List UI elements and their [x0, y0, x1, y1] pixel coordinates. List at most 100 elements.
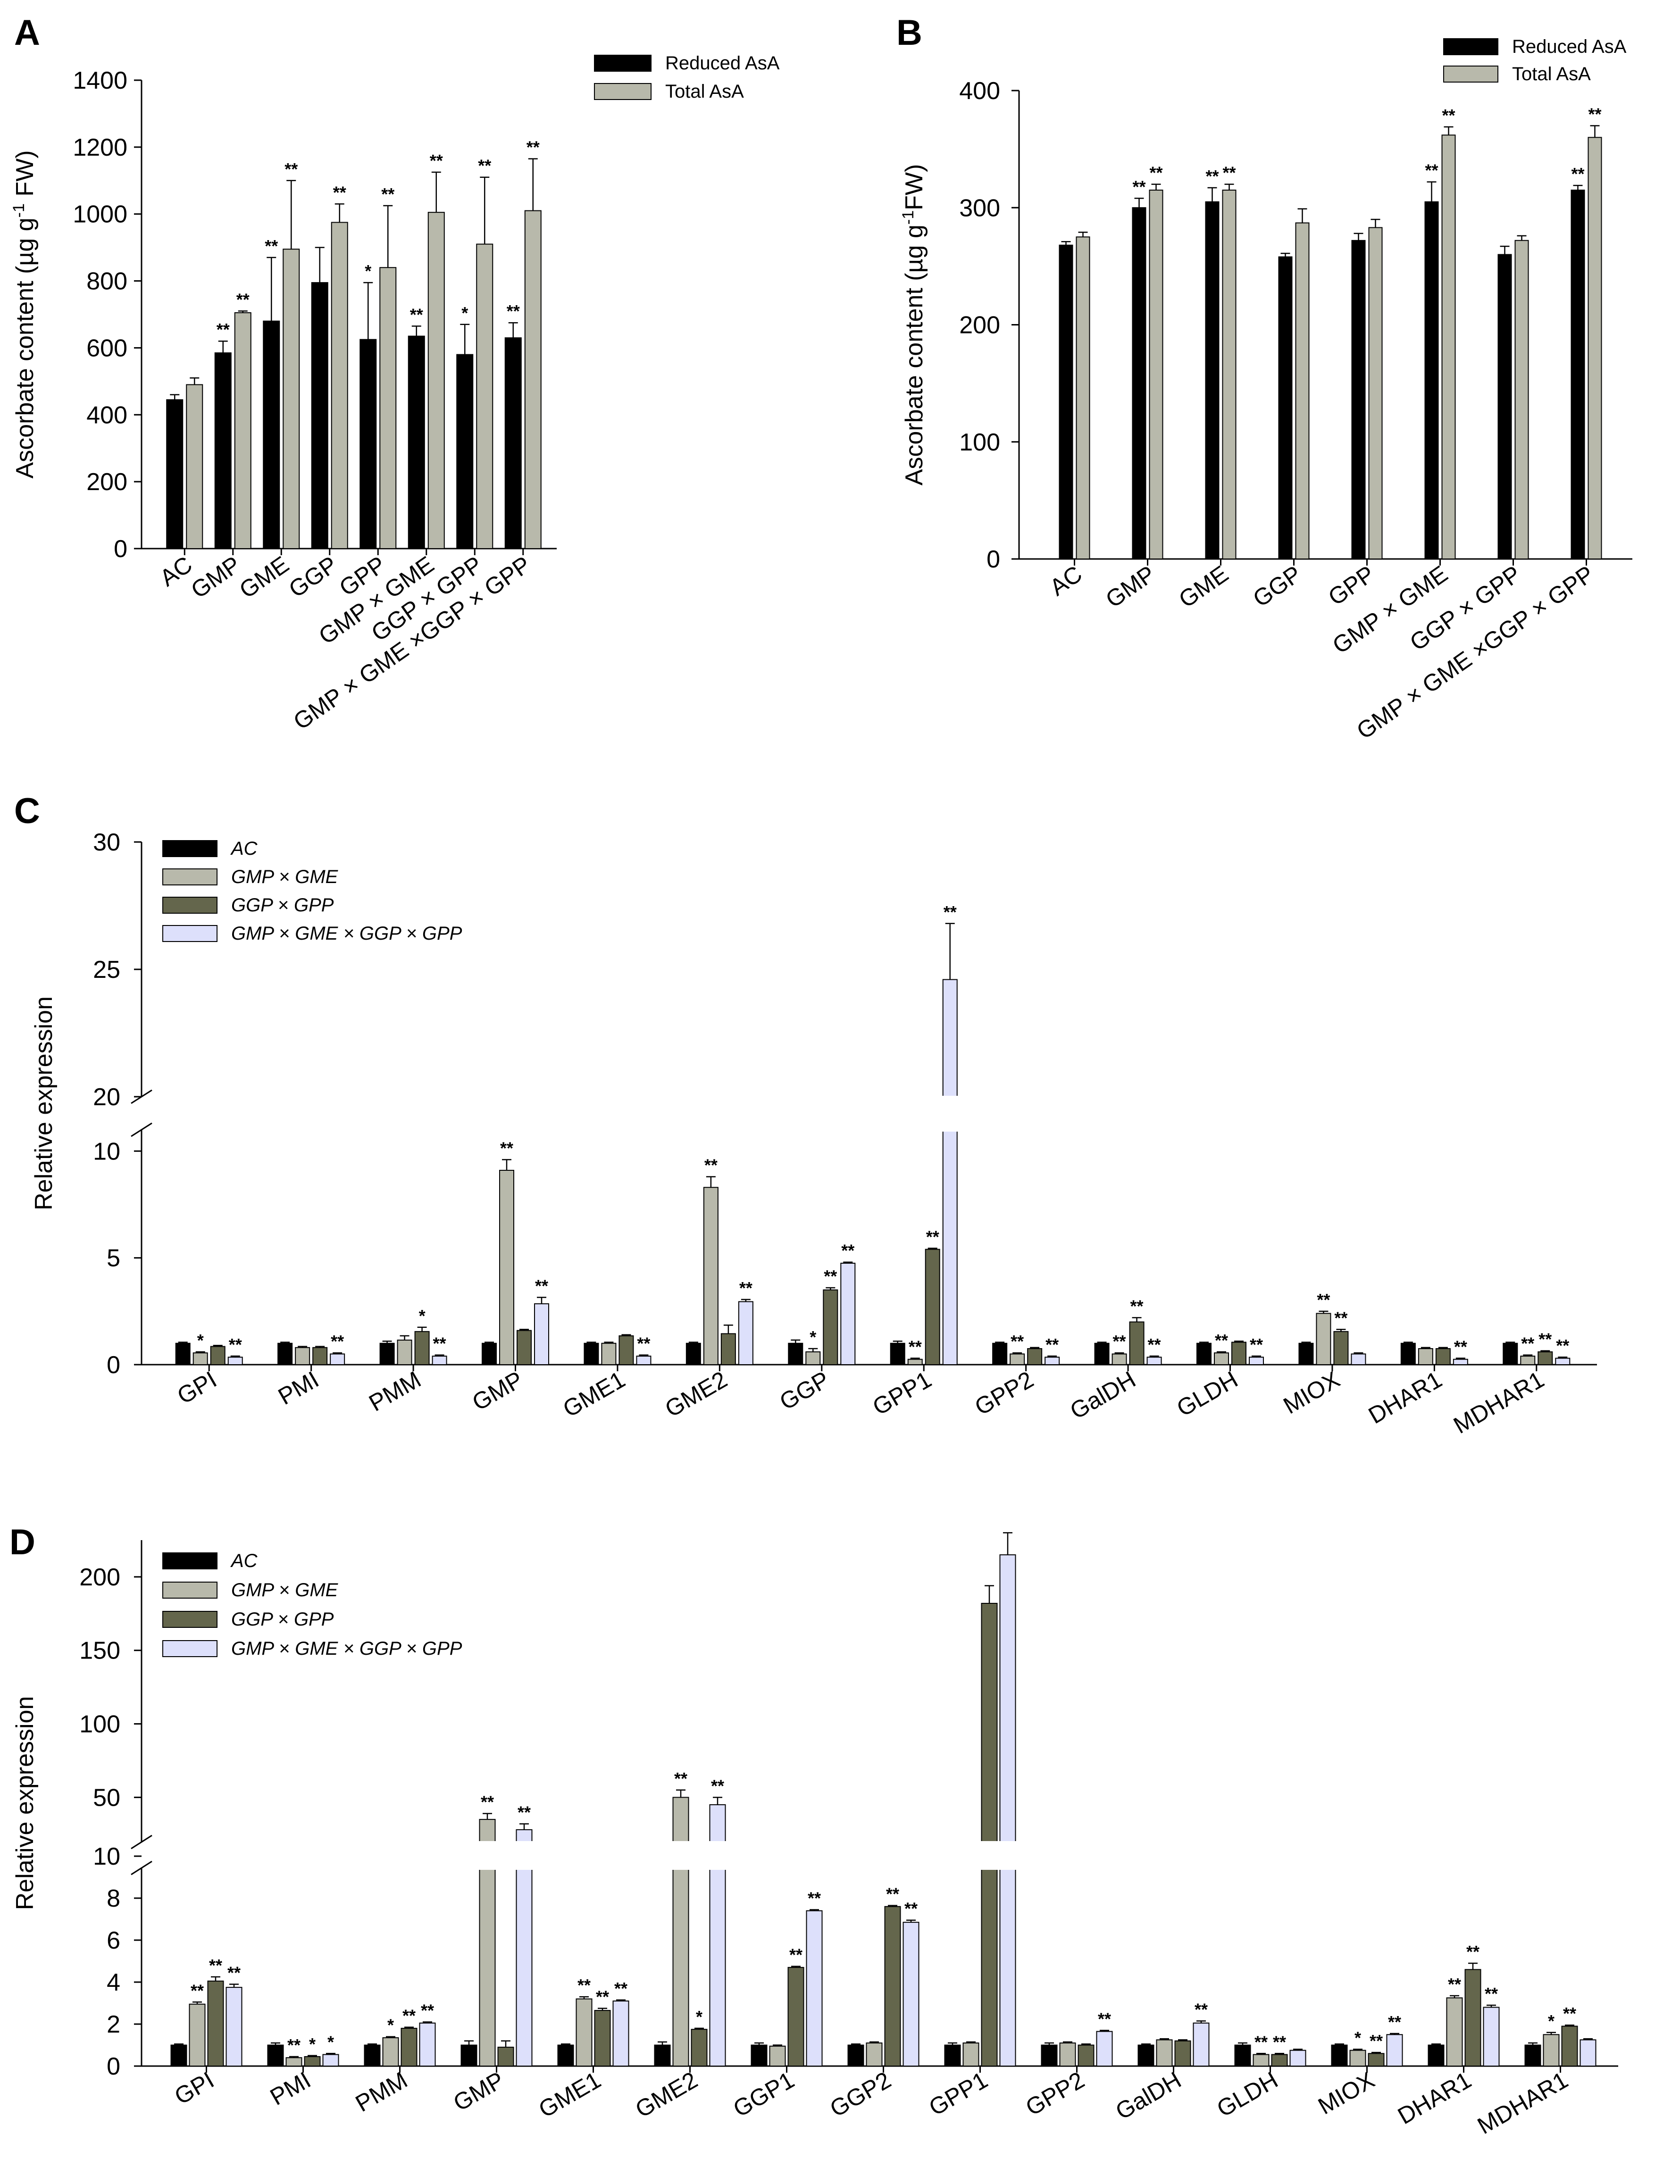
bar	[751, 2044, 768, 2067]
bar	[1196, 1342, 1212, 1366]
bar	[1059, 244, 1073, 559]
significance-mark: **	[926, 1227, 939, 1246]
bar	[1349, 2050, 1366, 2067]
x-category-label: MIOX	[1279, 1366, 1345, 1419]
x-category-label: GME1	[559, 1366, 630, 1422]
bar	[925, 1249, 940, 1366]
x-category-label: DHAR1	[1364, 1366, 1446, 1429]
y-tick-label: 300	[959, 194, 1000, 222]
y-tick-label: 50	[93, 1784, 120, 1811]
bar	[1368, 227, 1383, 559]
significance-mark: **	[421, 2001, 434, 2020]
significance-mark: **	[535, 1276, 548, 1295]
bar	[267, 2044, 284, 2067]
significance-mark: **	[507, 301, 520, 321]
significance-mark: **	[381, 184, 394, 204]
significance-mark: **	[841, 1241, 854, 1260]
legend-label: GMP × GME	[231, 1580, 339, 1600]
y-tick-label: 200	[86, 468, 127, 496]
bar	[884, 1906, 901, 2067]
bar	[703, 1187, 719, 1365]
bar	[1205, 201, 1220, 559]
significance-mark: **	[331, 1332, 344, 1351]
significance-mark: **	[596, 1987, 609, 2007]
bar	[981, 1856, 998, 2067]
bar	[295, 1347, 310, 1365]
bar-break-gap	[671, 1841, 691, 1870]
bar-break-gap	[941, 1096, 959, 1132]
bar	[1428, 2044, 1445, 2067]
significance-mark: **	[1317, 1290, 1330, 1309]
bar	[1538, 1351, 1553, 1366]
bar	[504, 337, 522, 550]
significance-mark: *	[309, 2034, 316, 2054]
bar	[1129, 1321, 1145, 1366]
bar	[210, 1346, 226, 1365]
bar	[175, 1342, 191, 1366]
legend-swatch	[594, 83, 652, 100]
bar	[1193, 2022, 1210, 2067]
panel-b-chart: B 0 100 200 300 400 Ascorbate content (µg g-1F…	[896, 13, 1632, 744]
bar	[1214, 1352, 1229, 1366]
x-category-label: GalDH	[1066, 1366, 1140, 1425]
bar	[1096, 2031, 1113, 2067]
significance-mark: **	[1273, 2032, 1286, 2051]
x-category-label: GLDH	[1172, 1366, 1242, 1422]
bar	[636, 1355, 652, 1365]
y-axis-label: Relative expression	[30, 996, 58, 1210]
bar	[499, 1170, 514, 1365]
bar	[612, 2001, 629, 2067]
bar	[1555, 1358, 1571, 1366]
bar	[401, 2027, 418, 2067]
bar	[999, 1554, 1016, 1857]
legend-label: GMP × GME × GGP × GPP	[231, 923, 462, 944]
y-axis-label: Relative expression	[11, 1696, 39, 1910]
legend-swatch	[162, 897, 217, 914]
bar	[359, 339, 377, 549]
bar-break-gap	[979, 1841, 999, 1870]
y-axis-label-part: Ascorbate content (	[11, 266, 39, 479]
y-axis-label: Ascorbate content (µg g-1FW)	[899, 164, 928, 486]
x-category-label: GME2	[660, 1366, 732, 1422]
bar	[1520, 1355, 1536, 1365]
bar	[1045, 1357, 1060, 1365]
bar	[419, 2022, 436, 2067]
bar-break-gap	[514, 1841, 534, 1870]
bar	[594, 2010, 611, 2067]
significance-mark: **	[1485, 1984, 1498, 2003]
bar	[1418, 1348, 1433, 1365]
significance-mark: **	[1521, 1334, 1534, 1353]
significance-mark: **	[1098, 2009, 1111, 2028]
bar	[432, 1355, 447, 1365]
x-category-label: GGP	[775, 1366, 834, 1415]
significance-mark: **	[1454, 1337, 1467, 1356]
significance-mark: *	[365, 261, 371, 281]
bar	[823, 1289, 838, 1365]
bar	[654, 2044, 671, 2067]
significance-mark: **	[236, 290, 250, 309]
bar	[576, 1998, 593, 2067]
bar	[1076, 236, 1090, 559]
bar-break-gap	[708, 1841, 727, 1870]
bar	[234, 312, 251, 549]
bar	[806, 1910, 823, 2067]
bar	[226, 1987, 242, 2067]
bar	[1453, 1359, 1468, 1366]
bar	[1112, 1353, 1127, 1365]
legend-label: Total AsA	[665, 81, 744, 102]
bar	[186, 384, 203, 549]
significance-mark: **	[1334, 1308, 1347, 1327]
y-tick-label: 600	[86, 334, 127, 362]
significance-mark: **	[1442, 106, 1455, 125]
y-axis-label: Ascorbate content (µg g-1 FW)	[10, 150, 39, 478]
bar	[1010, 1353, 1025, 1365]
bar	[192, 1352, 208, 1366]
bar	[1464, 1969, 1481, 2067]
y-tick-label: 100	[79, 1711, 120, 1738]
y-tick-label: 200	[959, 312, 1000, 339]
bar	[479, 1856, 496, 2067]
bar	[1289, 2050, 1306, 2067]
y-tick-label: 150	[79, 1637, 120, 1665]
y-tick-label: 100	[959, 429, 1000, 456]
panel-letter: D	[9, 1522, 35, 1562]
